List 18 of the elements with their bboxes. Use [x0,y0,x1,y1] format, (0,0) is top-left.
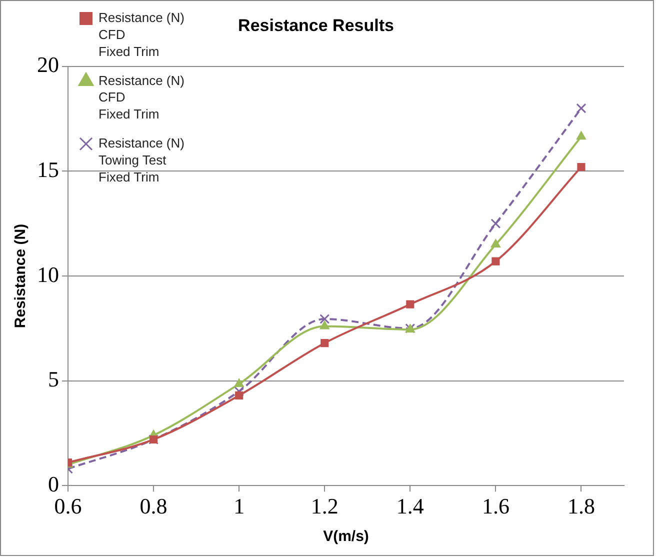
legend-label: Resistance (N) Towing Test Fixed Trim [98,135,184,184]
y-tick-label: 0 [48,471,59,496]
x-tick-label: 1.2 [310,494,338,519]
y-tick-label: 15 [37,156,59,182]
chart-title: Resistance Results [238,16,394,35]
y-tick-label: 20 [37,52,59,78]
x-tick-label: 1 [234,494,245,519]
x-tick-label: 0.8 [140,494,168,519]
x-tick-label: 1.6 [482,494,510,519]
legend-label: Resistance (N) CFD Fixed Trim [98,10,184,59]
y-tick-label: 10 [37,262,59,287]
x-axis-title: V(m/s) [323,528,369,546]
y-tick-label: 5 [48,366,59,392]
y-axis-title: Resistance (N) [12,224,30,328]
x-tick-label: 1.4 [396,494,424,519]
x-tick-label: 0.6 [54,494,82,519]
legend-label: Resistance (N) CFD Fixed Trim [98,72,184,122]
x-tick-label: 1.8 [567,494,595,519]
